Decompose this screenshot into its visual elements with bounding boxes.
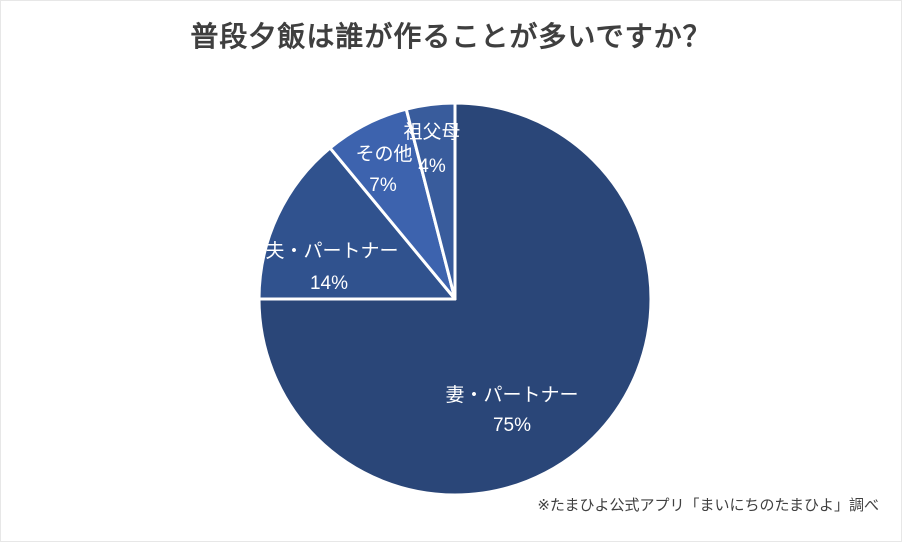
source-note: ※たまひよ公式アプリ「まいにちのたまひよ」調べ: [537, 497, 879, 514]
slice-value-label-1: 14%: [310, 273, 348, 294]
chart-title: 普段夕飯は誰が作ることが多いですか？: [190, 21, 712, 52]
slice-value-label-2: 7%: [369, 175, 397, 196]
pie-slice-0: [257, 101, 653, 497]
slice-value-label-3: 4%: [418, 156, 446, 177]
slice-category-label-3: 祖父母: [403, 121, 460, 143]
slice-value-label-0: 75%: [493, 415, 531, 436]
pie-slice-1: [257, 146, 457, 301]
slice-category-label-2: その他: [355, 143, 412, 165]
pie-slice-3: [404, 101, 457, 301]
slice-category-label-1: 夫・パートナー: [265, 240, 398, 262]
slice-category-label-0: 妻・パートナー: [445, 384, 578, 406]
